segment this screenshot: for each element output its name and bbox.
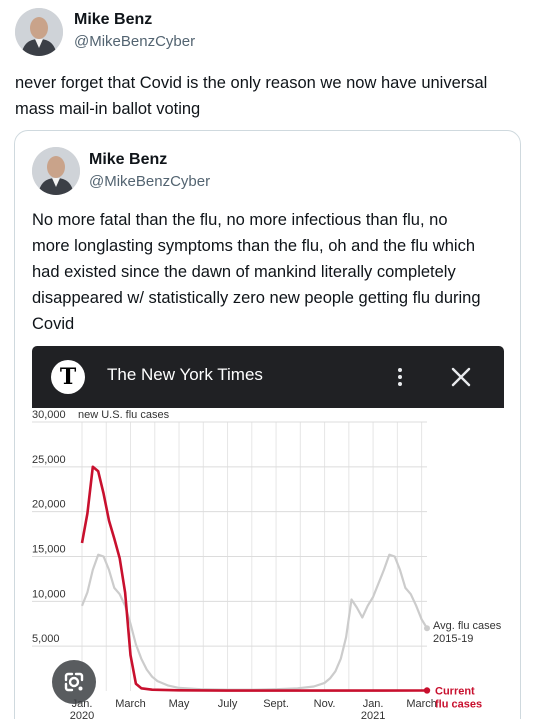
x-tick-sublabel: 2021: [361, 710, 385, 719]
close-icon[interactable]: [447, 363, 475, 391]
person-avatar-icon: [32, 147, 80, 195]
quoted-author-avatar: [32, 147, 80, 195]
current-flu-cases-end-dot: [423, 687, 431, 694]
avg-flu-cases-line: [80, 553, 428, 691]
x-tick-label: May: [169, 698, 190, 710]
quoted-text-line: disappeared w/ statistically zero new pe…: [32, 289, 481, 307]
current-series-label: flu cases: [435, 698, 482, 710]
lens-search-button[interactable]: [52, 660, 96, 704]
y-tick-label: 25,000: [32, 454, 66, 466]
post-text-line: mass mail-in ballot voting: [15, 100, 201, 118]
y-tick-label: 5,000: [32, 633, 60, 645]
x-tick-sublabel: 2020: [70, 710, 94, 719]
quoted-author-name: Mike Benz: [89, 151, 168, 168]
quoted-text-line: No more fatal than the flu, no more infe…: [32, 211, 448, 229]
current-flu-cases-line: [80, 465, 428, 692]
x-tick-label: Nov.: [314, 698, 336, 710]
post-text: never forget that Covid is the only reas…: [15, 70, 525, 122]
y-tick-label: 10,000: [32, 588, 66, 600]
y-axis-label: new U.S. flu cases: [78, 409, 170, 421]
quoted-author-handle: @MikeBenzCyber: [89, 173, 211, 190]
x-tick-label: March: [115, 698, 146, 710]
y-tick-label: 30,000: [32, 409, 66, 421]
lens-icon: [64, 672, 84, 692]
nyt-title: The New York Times: [107, 365, 263, 384]
y-tick-label: 20,000: [32, 499, 66, 511]
nyt-app-bar: T The New York Times: [32, 346, 504, 408]
quoted-text-line: had existed since the dawn of mankind li…: [32, 263, 456, 281]
x-tick-label: Sept.: [263, 698, 289, 710]
flu-chart-svg: 30,000 new U.S. flu cases 25,000 20,000 15,0…: [32, 409, 502, 719]
quoted-text-line: Covid: [32, 315, 75, 333]
flu-cases-chart: 30,000 new U.S. flu cases 25,000 20,000 15,0…: [32, 408, 504, 719]
quoted-post-text: No more fatal than the flu, no more infe…: [32, 207, 512, 337]
quoted-text-line: more longlasting symptoms than the flu, …: [32, 237, 475, 255]
nyt-logo-icon: T: [51, 360, 85, 394]
more-vertical-icon[interactable]: [392, 358, 408, 396]
avg-series-label: 2015-19: [433, 633, 473, 645]
author-name[interactable]: Mike Benz: [74, 11, 153, 28]
x-tick-label: Jan.: [363, 698, 384, 710]
current-series-label: Current: [435, 685, 475, 697]
author-handle[interactable]: @MikeBenzCyber: [74, 33, 196, 50]
avg-flu-cases-end-dot: [424, 625, 430, 632]
avg-series-label: Avg. flu cases: [433, 620, 502, 632]
x-tick-label: March: [406, 698, 437, 710]
author-avatar[interactable]: [15, 8, 63, 56]
post-text-line: never forget that Covid is the only reas…: [15, 74, 488, 92]
person-avatar-icon: [15, 8, 63, 56]
x-tick-label: July: [218, 698, 238, 710]
y-tick-label: 15,000: [32, 544, 66, 556]
